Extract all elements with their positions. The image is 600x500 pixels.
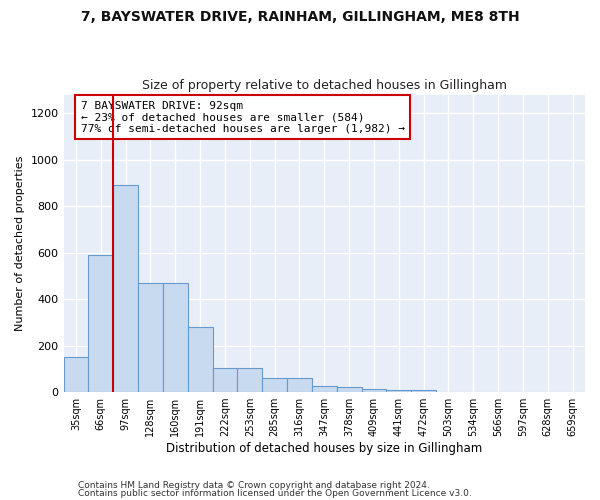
Bar	[287, 378, 312, 392]
Bar	[188, 327, 212, 392]
Bar	[238, 368, 262, 392]
Bar	[88, 255, 113, 392]
Bar	[163, 283, 188, 392]
Bar	[64, 357, 88, 392]
Text: Contains HM Land Registry data © Crown copyright and database right 2024.: Contains HM Land Registry data © Crown c…	[78, 481, 430, 490]
Bar	[113, 185, 138, 392]
Bar	[212, 368, 238, 392]
Text: 7 BAYSWATER DRIVE: 92sqm
← 23% of detached houses are smaller (584)
77% of semi-: 7 BAYSWATER DRIVE: 92sqm ← 23% of detach…	[81, 100, 405, 134]
Bar	[411, 390, 436, 392]
Bar	[312, 386, 337, 392]
Text: Contains public sector information licensed under the Open Government Licence v3: Contains public sector information licen…	[78, 488, 472, 498]
Title: Size of property relative to detached houses in Gillingham: Size of property relative to detached ho…	[142, 79, 507, 92]
Bar	[337, 388, 362, 392]
Bar	[362, 388, 386, 392]
Text: 7, BAYSWATER DRIVE, RAINHAM, GILLINGHAM, ME8 8TH: 7, BAYSWATER DRIVE, RAINHAM, GILLINGHAM,…	[80, 10, 520, 24]
Bar	[138, 283, 163, 392]
X-axis label: Distribution of detached houses by size in Gillingham: Distribution of detached houses by size …	[166, 442, 482, 455]
Bar	[262, 378, 287, 392]
Y-axis label: Number of detached properties: Number of detached properties	[15, 156, 25, 331]
Bar	[386, 390, 411, 392]
